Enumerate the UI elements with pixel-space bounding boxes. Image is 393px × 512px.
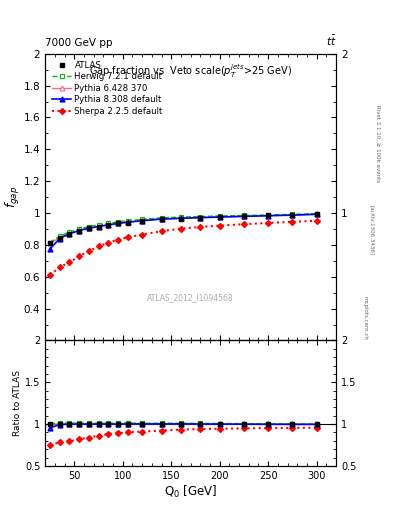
Text: 7000 GeV pp: 7000 GeV pp — [45, 37, 113, 48]
Text: Rivet 3.1.10, ≥ 100k events: Rivet 3.1.10, ≥ 100k events — [375, 105, 380, 182]
Y-axis label: Ratio to ATLAS: Ratio to ATLAS — [13, 370, 22, 436]
Text: Gap fraction vs  Veto scale($p_T^{jets}$>25 GeV): Gap fraction vs Veto scale($p_T^{jets}$>… — [89, 62, 292, 80]
Y-axis label: $f_{gap}$: $f_{gap}$ — [4, 186, 22, 208]
Legend: ATLAS, Herwig 7.2.1 default, Pythia 6.428 370, Pythia 8.308 default, Sherpa 2.2.: ATLAS, Herwig 7.2.1 default, Pythia 6.42… — [50, 58, 165, 119]
Text: $t\bar{t}$: $t\bar{t}$ — [325, 33, 336, 48]
X-axis label: Q$_0$ [GeV]: Q$_0$ [GeV] — [164, 483, 217, 500]
Text: [arXiv:1306.3436]: [arXiv:1306.3436] — [369, 205, 374, 255]
Text: ATLAS_2012_I1094568: ATLAS_2012_I1094568 — [147, 293, 234, 302]
Text: mcplots.cern.ch: mcplots.cern.ch — [363, 295, 368, 339]
